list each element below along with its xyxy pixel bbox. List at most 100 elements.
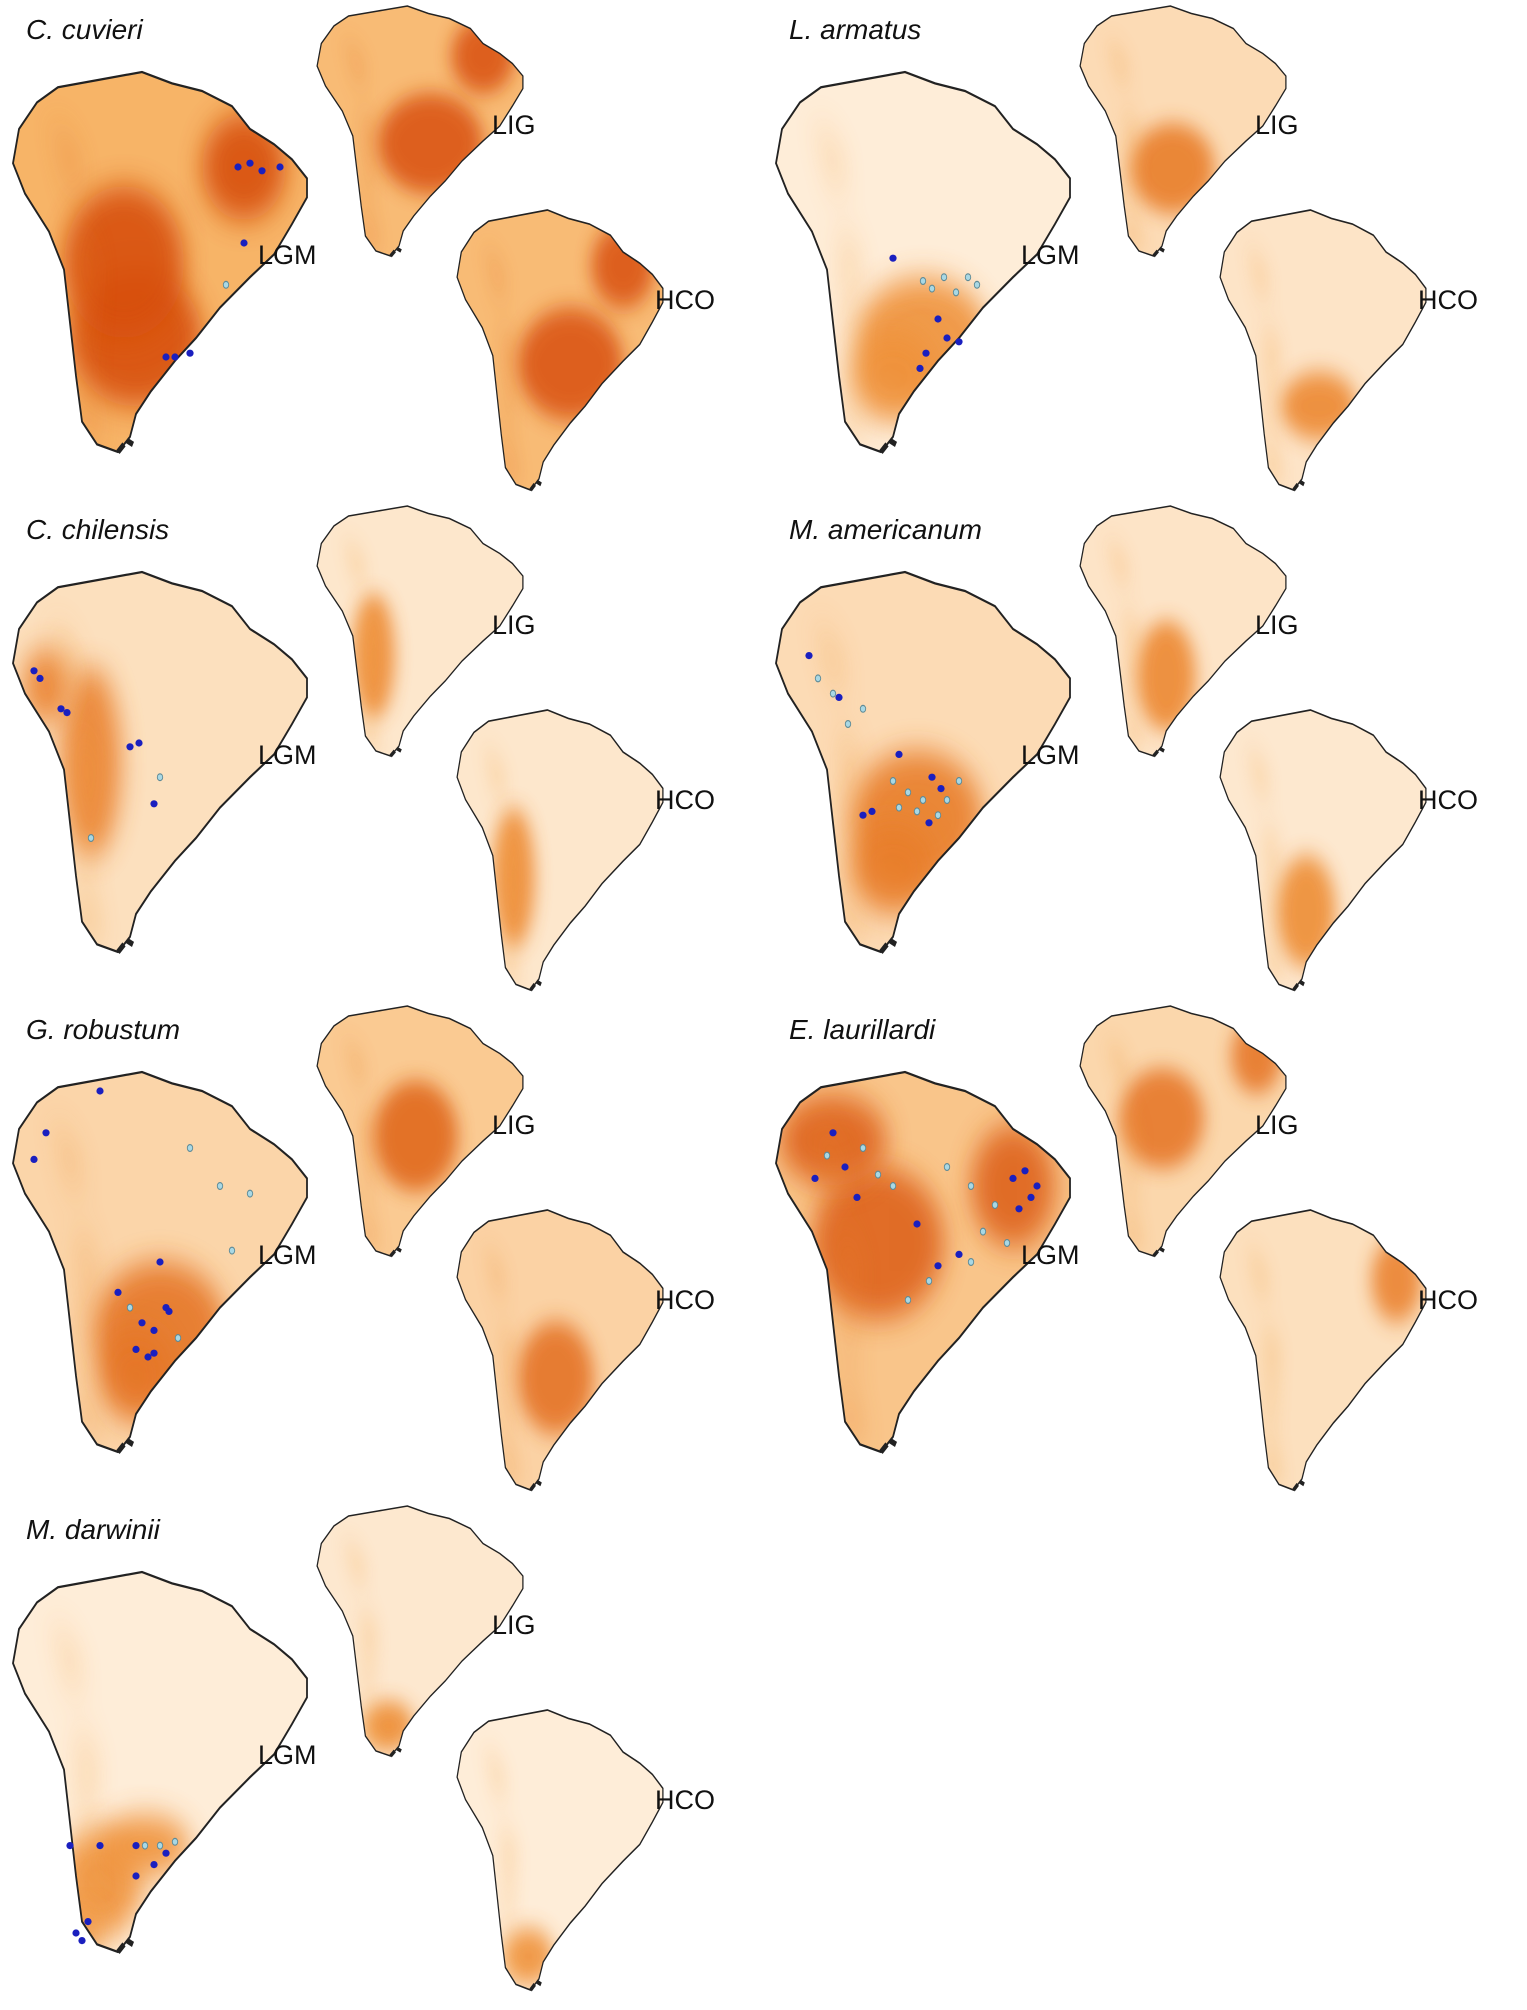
period-label-hco: HCO xyxy=(655,285,715,315)
fossil-record-major xyxy=(835,693,843,702)
fossil-record-major xyxy=(853,1193,861,1202)
andes-suitability-band xyxy=(52,1110,100,1449)
tierra-del-fuego-islands xyxy=(1152,1246,1165,1258)
fossil-record-minor xyxy=(216,1182,224,1190)
fossil-record-major xyxy=(276,163,284,171)
period-label-lgm: LGM xyxy=(258,1740,317,1770)
high-suitability-area xyxy=(1130,123,1215,214)
period-label-lgm: LGM xyxy=(1021,740,1080,770)
high-suitability-area xyxy=(1276,855,1336,968)
fossil-record-minor xyxy=(823,1151,831,1160)
coastline xyxy=(12,1070,308,1454)
coastline xyxy=(775,1070,1071,1454)
fossil-record-major xyxy=(162,1849,170,1857)
fossil-record-major xyxy=(132,1841,140,1850)
fossil-record-major xyxy=(150,1349,158,1357)
fossil-record-major xyxy=(150,1326,158,1335)
andes-suitability-band xyxy=(344,1531,378,1754)
period-label-lig: LIG xyxy=(492,1610,536,1640)
suitability-layer xyxy=(22,610,121,949)
species-title: C. chilensis xyxy=(26,514,170,545)
fossil-record-minor xyxy=(943,796,951,804)
coastline xyxy=(775,570,1071,954)
high-suitability-area xyxy=(373,1081,458,1191)
period-label-hco: HCO xyxy=(1418,285,1478,315)
tierra-del-fuego-islands xyxy=(529,1979,542,1992)
tierra-del-fuego-islands xyxy=(529,479,542,492)
fossil-record-minor xyxy=(246,1189,254,1198)
period-label-lig: LIG xyxy=(1255,1110,1299,1140)
species-title: M. darwinii xyxy=(26,1514,160,1545)
fossil-record-minor xyxy=(889,1182,897,1190)
fossil-record-minor xyxy=(904,1296,912,1304)
suitability-layer xyxy=(484,1238,594,1488)
suitability-layer xyxy=(1107,531,1196,754)
map-hco xyxy=(456,1709,664,1992)
fossil-record-major xyxy=(913,1220,921,1228)
fossil-record-major xyxy=(138,1319,146,1327)
species-title: G. robustum xyxy=(26,1014,181,1045)
tierra-del-fuego-islands xyxy=(529,979,542,992)
fossil-record-major xyxy=(84,1917,92,1926)
high-suitability-area xyxy=(851,330,935,422)
tierra-del-fuego-islands xyxy=(389,746,402,758)
fossil-record-major xyxy=(132,1872,140,1880)
period-label-lgm: LGM xyxy=(258,1240,317,1270)
fossil-record-major xyxy=(96,1087,104,1095)
coastline xyxy=(316,5,524,257)
tierra-del-fuego-islands xyxy=(879,938,898,955)
andes-suitability-band xyxy=(484,1738,518,1988)
fossil-record-major xyxy=(937,784,945,793)
high-suitability-area xyxy=(1281,372,1357,440)
high-suitability-area xyxy=(1136,621,1196,731)
coastline xyxy=(12,70,308,454)
tierra-del-fuego-islands xyxy=(116,438,135,455)
period-label-hco: HCO xyxy=(655,1785,715,1815)
andes-suitability-band xyxy=(1107,1031,1141,1254)
fossil-record-minor xyxy=(940,273,948,282)
fossil-record-minor xyxy=(904,788,912,797)
andes-suitability-band xyxy=(1107,531,1141,754)
map-lig xyxy=(1079,1005,1287,1258)
fossil-record-major xyxy=(925,819,933,827)
high-suitability-area xyxy=(518,1322,594,1434)
fossil-record-minor xyxy=(156,1841,164,1850)
tierra-del-fuego-islands xyxy=(879,438,898,455)
map-hco xyxy=(456,709,664,992)
fossil-record-major xyxy=(829,1129,837,1137)
species-title: E. laurillardi xyxy=(789,1014,936,1045)
fossil-record-minor xyxy=(126,1303,134,1312)
period-label-hco: HCO xyxy=(655,1285,715,1315)
species-title: M. americanum xyxy=(789,514,982,545)
fossil-record-minor xyxy=(141,1841,149,1850)
high-suitability-area xyxy=(451,18,515,94)
coastline xyxy=(775,70,1071,454)
fossil-record-minor xyxy=(964,273,972,282)
high-suitability-area xyxy=(851,822,935,914)
species-panel-chilensis: C. chilensis LGM LIG HCO xyxy=(0,500,763,1000)
andes-suitability-band xyxy=(815,110,863,449)
fossil-record-major xyxy=(1033,1182,1041,1190)
period-label-hco: HCO xyxy=(1418,785,1478,815)
coastline xyxy=(316,1005,524,1257)
high-suitability-area xyxy=(518,308,623,420)
period-label-hco: HCO xyxy=(655,785,715,815)
tierra-del-fuego-islands xyxy=(1292,979,1305,992)
species-panel-armatus: L. armatus LGM LIG HCO xyxy=(763,0,1526,500)
andes-suitability-band xyxy=(52,610,100,949)
high-suitability-area xyxy=(378,93,483,194)
period-label-lig: LIG xyxy=(1255,610,1299,640)
andes-suitability-band xyxy=(1247,1238,1281,1488)
fossil-record-major xyxy=(934,1262,942,1270)
andes-suitability-band xyxy=(815,610,863,949)
tierra-del-fuego-islands xyxy=(116,938,135,955)
map-lig xyxy=(316,1505,524,1758)
species-panel-cuvieri: C. cuvieri LGM LIG HCO xyxy=(0,0,763,500)
high-suitability-area xyxy=(971,1125,1055,1247)
fossil-record-major xyxy=(78,1936,86,1945)
period-label-lig: LIG xyxy=(492,110,536,140)
fossil-record-minor xyxy=(979,1227,987,1236)
period-label-hco: HCO xyxy=(1418,1285,1478,1315)
fossil-record-major xyxy=(165,1307,173,1316)
high-suitability-area xyxy=(352,593,395,719)
